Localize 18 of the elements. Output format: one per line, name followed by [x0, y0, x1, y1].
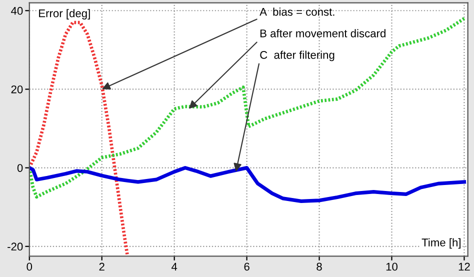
- x-tick-label: 12: [458, 262, 470, 271]
- y-tick-label: -20: [8, 242, 23, 251]
- line-series: [29, 166, 466, 204]
- x-tick-label: 0: [26, 262, 32, 271]
- x-tick-label: 10: [386, 262, 398, 271]
- x-tick-label: 4: [171, 262, 178, 271]
- y-axis-title: Error [deg]: [39, 9, 90, 20]
- x-tick-label: 8: [316, 262, 322, 271]
- x-tick-label: 6: [244, 262, 250, 271]
- y-tick-label: 0: [17, 164, 23, 172]
- annotation: C after filtering: [260, 50, 334, 62]
- y-tick-label: 40: [11, 6, 23, 15]
- x-tick-label: 2: [99, 262, 104, 271]
- annotation: A bias = const.: [260, 8, 334, 16]
- y-tick-label: 20: [11, 85, 23, 94]
- line-series: [29, 20, 129, 256]
- x-axis-title: Time [h]: [422, 238, 460, 249]
- annotation: B after movement discard: [260, 29, 386, 38]
